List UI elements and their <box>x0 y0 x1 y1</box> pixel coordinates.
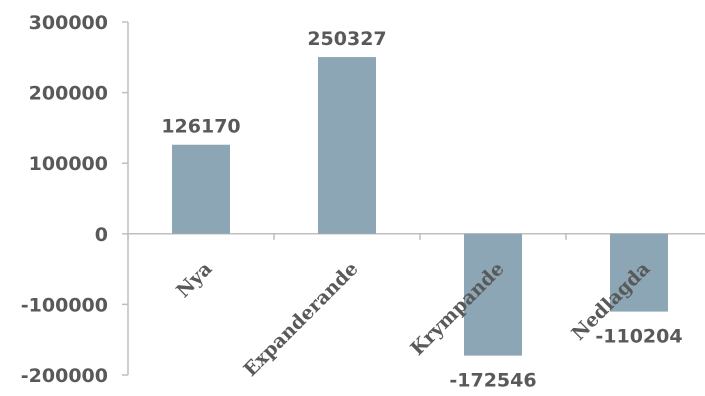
y-tick-label: -100000 <box>21 294 108 316</box>
chart-bars <box>172 57 668 356</box>
chart-axes: 300000 200000 100000 0 -100000 -200000 <box>21 12 705 387</box>
data-label: 250327 <box>307 28 386 50</box>
y-tick-label: 100000 <box>29 153 108 175</box>
bar-nedlagda <box>610 233 668 312</box>
category-label: Expanderande <box>239 258 362 381</box>
y-tick-label: -200000 <box>21 365 108 387</box>
bar-krympande <box>464 233 522 356</box>
y-tick-label: 300000 <box>29 12 108 34</box>
y-tick-label: 200000 <box>29 83 108 105</box>
data-label: -110204 <box>595 326 682 348</box>
bar-expanderande <box>318 57 376 234</box>
bar-nya <box>172 144 230 234</box>
y-tick-label: 0 <box>95 224 108 246</box>
category-label: Nya <box>172 258 216 302</box>
data-label: -172546 <box>449 370 536 392</box>
data-label: 126170 <box>161 116 240 138</box>
